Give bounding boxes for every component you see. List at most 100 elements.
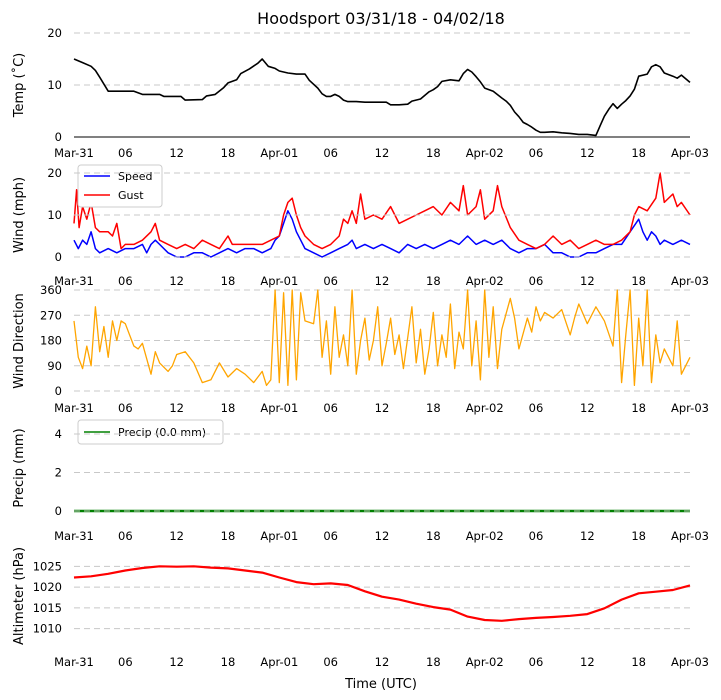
wind-xtick-label: Apr-03 [671,274,709,288]
direction-ytick-label: 360 [40,283,62,297]
x-axis-label: Time (UTC) [344,677,417,692]
precip-legend-box [77,419,224,445]
precip-xtick-label: 06 [323,529,338,543]
wind-ytick-label: 0 [55,250,62,264]
temp-xtick-label: 12 [375,146,390,160]
wind-xtick-label: Mar-31 [54,274,94,288]
legend-label-speed: Speed [118,170,152,183]
altimeter-xtick-label: 18 [221,655,236,669]
precip-legend: Precip (0.0 mm) [77,419,224,445]
direction-ytick-label: 90 [47,359,62,373]
legend-label-gust: Gust [118,189,144,202]
wind-xtick-label: 12 [580,274,595,288]
altimeter-xtick-label: 12 [169,655,184,669]
temp-panel: Temp (˚C) 0 10 20 Mar-31 06 12 18 Apr-01 06 12 18 A… [11,26,709,160]
direction-xtick-label: 18 [426,401,441,415]
precip-ytick-label: 4 [55,427,62,441]
temp-xtick-label: 18 [221,146,236,160]
direction-xtick-label: 06 [323,401,338,415]
temp-xtick-label: 12 [169,146,184,160]
direction-ylabel: Wind Direction [12,293,27,389]
direction-series-direction [73,289,691,387]
temp-xtick-label: 18 [631,146,646,160]
temp-xtick-label: 12 [580,146,595,160]
temp-xtick-label: 06 [529,146,544,160]
direction-xtick-label: 12 [580,401,595,415]
wind-series-speed [73,210,691,258]
wind-ytick-label: 10 [47,208,62,222]
precip-xtick-label: 18 [221,529,236,543]
wind-xtick-label: Apr-01 [260,274,298,288]
precip-ytick-label: 2 [55,466,62,480]
temp-xtick-label: 18 [426,146,441,160]
altimeter-xtick-label: 18 [631,655,646,669]
altimeter-xtick-label: 06 [118,655,133,669]
temp-ylabel: Temp (˚C) [11,53,27,119]
direction-panel: Wind Direction 0 90 180 270 360 Mar-31 06 12 18 A… [12,283,709,415]
altimeter-ytick-label: 1015 [33,601,62,615]
wind-xtick-label: Apr-02 [466,274,504,288]
temp-xtick-label: Apr-01 [260,146,298,160]
legend-label-precip: Precip (0.0 mm) [118,426,206,439]
direction-xtick-label: 18 [221,401,236,415]
altimeter-ytick-label: 1010 [33,622,62,636]
precip-xtick-label: Apr-02 [466,529,504,543]
altimeter-xtick-label: 18 [426,655,441,669]
direction-xtick-label: 12 [375,401,390,415]
altimeter-xtick-label: Apr-01 [260,655,298,669]
temp-ytick-label: 0 [55,130,62,144]
direction-xtick-label: Apr-02 [466,401,504,415]
wind-xtick-label: 06 [323,274,338,288]
temp-ytick-label: 20 [47,26,62,40]
wind-legend: Speed Gust [77,164,163,208]
precip-xtick-label: Apr-03 [671,529,709,543]
precip-ytick-label: 0 [55,504,62,518]
precip-ylabel: Precip (mm) [12,428,27,507]
temp-xtick-label: 06 [118,146,133,160]
direction-ytick-label: 270 [40,308,62,322]
direction-xtick-label: Mar-31 [54,401,94,415]
altimeter-ytick-label: 1020 [33,580,62,594]
temp-xtick-label: Mar-31 [54,146,94,160]
altimeter-xtick-label: 06 [323,655,338,669]
wind-series-gust [73,172,691,250]
precip-panel: Precip (mm) Precip (0.0 mm) 0 2 4 Mar-31 06 1… [12,419,709,543]
altimeter-ylabel: Altimeter (hPa) [12,547,27,645]
precip-xtick-label: Apr-01 [260,529,298,543]
wind-panel: Wind (mph) Speed Gust 0 10 20 Mar-31 06 12 18 A… [12,164,709,288]
direction-xtick-label: Apr-01 [260,401,298,415]
wind-xtick-label: 06 [118,274,133,288]
altimeter-xtick-label: 12 [580,655,595,669]
wind-ytick-label: 20 [47,166,62,180]
chart-title: Hoodsport 03/31/18 - 04/02/18 [257,9,505,28]
direction-xtick-label: 18 [631,401,646,415]
wind-xtick-label: 12 [375,274,390,288]
wind-xtick-label: 18 [426,274,441,288]
direction-xtick-label: 12 [169,401,184,415]
altimeter-ytick-label: 1025 [33,559,62,573]
precip-xtick-label: Mar-31 [54,529,94,543]
altimeter-xtick-label: Apr-02 [466,655,504,669]
temp-xtick-label: Apr-03 [671,146,709,160]
direction-ytick-label: 180 [40,334,62,348]
altimeter-xtick-label: 06 [529,655,544,669]
wind-xtick-label: 18 [631,274,646,288]
altimeter-xtick-label: Mar-31 [54,655,94,669]
wind-xtick-label: 18 [221,274,236,288]
wind-xtick-label: 12 [169,274,184,288]
precip-xtick-label: 12 [169,529,184,543]
altimeter-series-altimeter [73,565,691,622]
temp-ytick-label: 10 [47,78,62,92]
precip-xtick-label: 12 [580,529,595,543]
precip-xtick-label: 12 [375,529,390,543]
precip-xtick-label: 18 [426,529,441,543]
direction-xtick-label: Apr-03 [671,401,709,415]
direction-ytick-label: 0 [55,384,62,398]
precip-xtick-label: 06 [529,529,544,543]
temp-xtick-label: 06 [323,146,338,160]
wind-xtick-label: 06 [529,274,544,288]
wind-ylabel: Wind (mph) [12,177,27,253]
altimeter-xtick-label: Apr-03 [671,655,709,669]
altimeter-xtick-label: 12 [375,655,390,669]
